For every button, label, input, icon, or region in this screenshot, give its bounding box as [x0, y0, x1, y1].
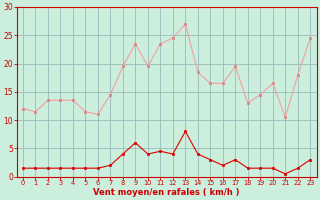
X-axis label: Vent moyen/en rafales ( km/h ): Vent moyen/en rafales ( km/h ): [93, 188, 240, 197]
